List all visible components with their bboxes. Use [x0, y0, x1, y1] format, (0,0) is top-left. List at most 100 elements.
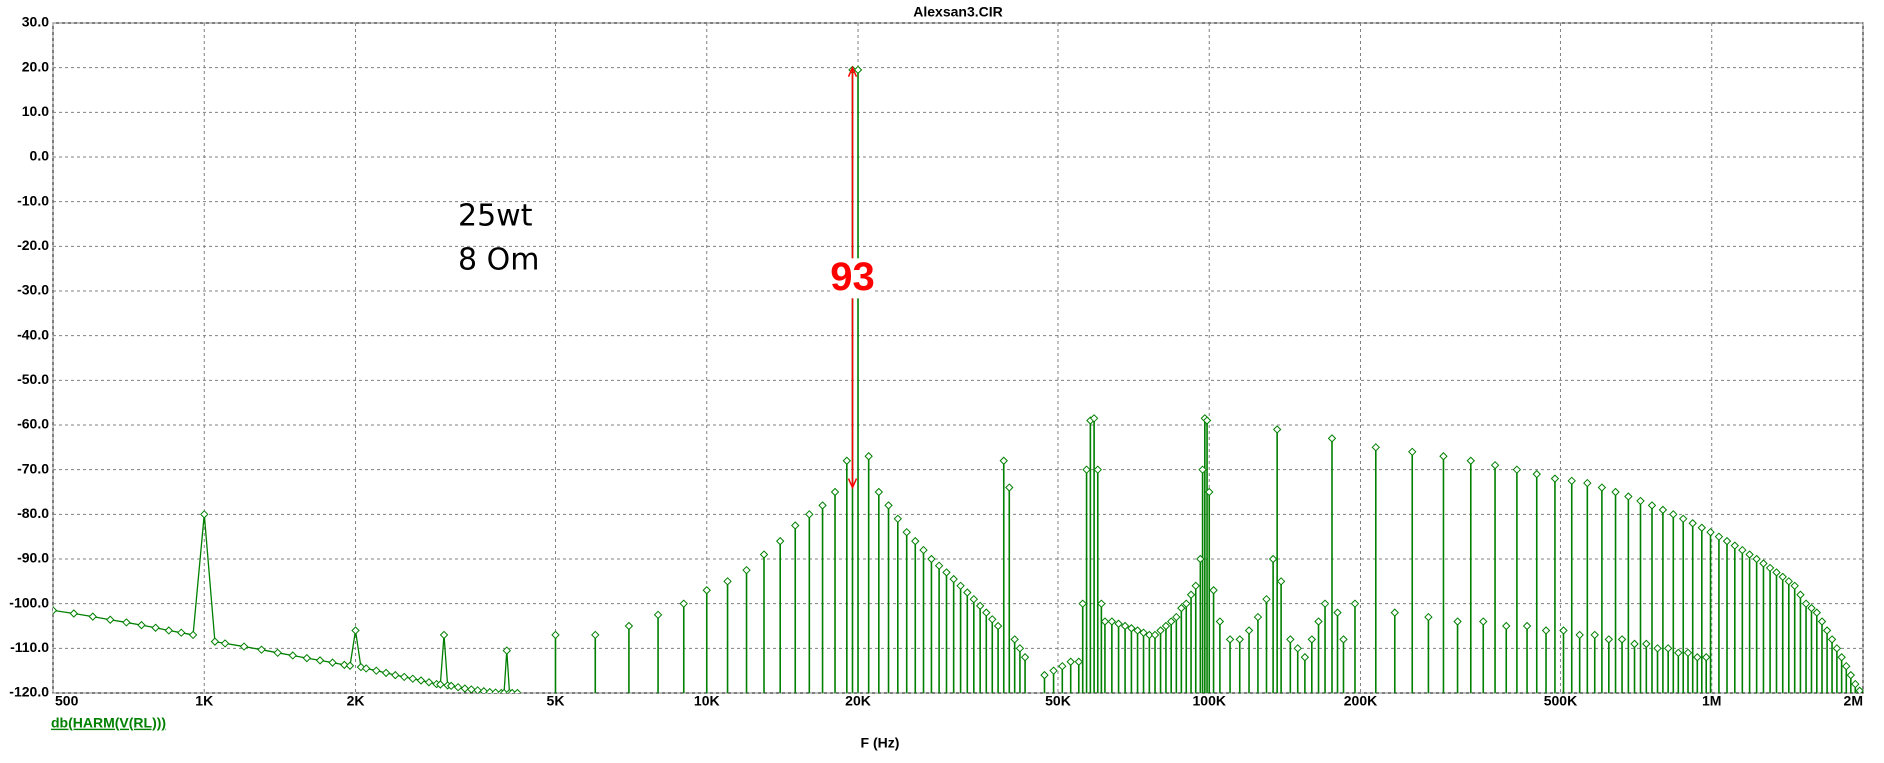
marker [942, 568, 951, 577]
marker [424, 678, 434, 687]
marker [1314, 617, 1323, 626]
marker [361, 664, 371, 673]
marker [791, 521, 800, 530]
marker [1161, 621, 1171, 631]
marker [1541, 626, 1551, 635]
y-tick-label: 10.0 [22, 103, 49, 119]
y-tick-label: -50.0 [17, 371, 49, 387]
x-tick-label: 20K [845, 693, 871, 709]
marker [927, 554, 936, 564]
marker [1066, 657, 1075, 666]
marker [919, 545, 928, 555]
marker [88, 612, 97, 621]
marker [1262, 594, 1271, 604]
marker [1812, 608, 1822, 617]
marker [949, 574, 958, 584]
marker [1796, 590, 1805, 599]
marker [1114, 619, 1123, 628]
marker [164, 626, 174, 635]
arrow-head [847, 478, 858, 490]
marker [1074, 657, 1083, 666]
marker [502, 646, 512, 655]
marker [1722, 536, 1732, 546]
y-tick-label: -60.0 [17, 416, 49, 432]
marker [220, 639, 230, 648]
marker [999, 456, 1008, 465]
marker [436, 680, 445, 689]
marker [1784, 577, 1794, 586]
marker [151, 623, 160, 632]
marker [1272, 425, 1282, 434]
marker [1082, 465, 1091, 474]
marker [1235, 635, 1244, 644]
marker [485, 687, 494, 693]
marker [1166, 617, 1176, 626]
series-line [53, 514, 518, 693]
marker [805, 510, 814, 519]
marker [902, 527, 911, 537]
marker [1276, 577, 1286, 586]
marker [340, 660, 349, 670]
x-tick-label: 50K [1045, 693, 1071, 709]
marker [499, 688, 509, 693]
legend-label: db(HARM(V(RL))) [51, 715, 166, 731]
marker [1339, 635, 1348, 644]
data-layer [53, 65, 1864, 693]
marker [122, 618, 131, 627]
x-tick-label: 10K [694, 693, 720, 709]
marker [1846, 670, 1856, 680]
marker [273, 648, 282, 658]
y-tick-label: -100.0 [9, 594, 49, 610]
marker [137, 620, 146, 630]
marker [1225, 635, 1235, 644]
marker [416, 676, 426, 685]
marker [1832, 644, 1842, 653]
marker [723, 577, 732, 586]
arrow-label: 93 [830, 255, 875, 299]
marker [1759, 559, 1768, 568]
marker [830, 487, 840, 497]
marker [1107, 617, 1117, 626]
marker [1714, 532, 1724, 541]
marker [988, 615, 997, 624]
marker [467, 685, 476, 693]
marker [1127, 624, 1136, 633]
marker [975, 601, 985, 611]
marker [1390, 608, 1399, 617]
marker [884, 501, 893, 510]
marker [1801, 599, 1811, 608]
x-tick-label: 2M [1844, 693, 1863, 709]
marker [1097, 599, 1106, 608]
marker [1196, 554, 1205, 564]
y-tick-label: -20.0 [17, 237, 49, 253]
x-tick-label: 500 [55, 693, 79, 709]
marker [1583, 478, 1592, 488]
x-tick-label: 500K [1544, 693, 1577, 709]
marker [1575, 630, 1584, 640]
marker [1611, 487, 1620, 497]
marker [1702, 653, 1711, 662]
marker [1855, 686, 1864, 693]
marker [1590, 630, 1599, 640]
marker [328, 658, 337, 667]
marker [1156, 626, 1165, 635]
marker [679, 599, 688, 608]
marker [1669, 510, 1678, 519]
marker [1293, 644, 1302, 653]
x-tick-label: 5K [547, 693, 565, 709]
x-tick-label: 1K [195, 693, 213, 709]
marker [1286, 635, 1295, 644]
marker [1617, 635, 1627, 644]
marker [1244, 626, 1254, 635]
marker [1642, 639, 1651, 649]
marker [1674, 648, 1683, 658]
marker [1439, 452, 1448, 461]
marker [1139, 628, 1148, 637]
marker [391, 670, 400, 680]
marker [1078, 599, 1087, 608]
marker [1015, 644, 1025, 653]
marker [842, 456, 852, 465]
y-tick-label: -40.0 [17, 326, 49, 342]
marker [1010, 635, 1019, 644]
